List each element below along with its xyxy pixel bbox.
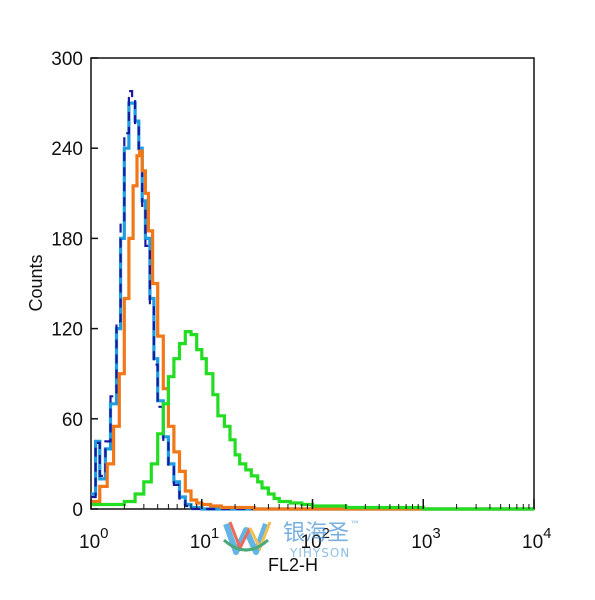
y-tick-label: 240 [51,139,83,160]
y-tick-label: 0 [72,500,83,521]
watermark-en-text: YIHYSON [289,546,350,560]
x-tick-label: 104 [522,525,551,553]
x-tick-label: 101 [190,525,219,553]
series-line-4 [91,330,534,511]
y-tick-label: 300 [51,49,83,70]
watermark-logo-icon [222,521,272,555]
y-tick-label: 180 [51,229,83,250]
watermark-tm: ™ [350,520,360,531]
x-tick-label: 102 [301,525,330,553]
watermark-cn-text: 银海圣 [283,521,349,546]
y-axis-label: Counts [26,254,46,311]
series-layer [91,90,534,511]
y-tick-label: 120 [51,320,83,341]
x-axis-label: FL2-H [268,555,318,575]
axis-layer: 0 60 120 180 240 300 100 101 102 103 104 FL2-H Count… [26,49,551,575]
x-tick-label: 103 [411,525,440,553]
y-tick-label: 60 [62,410,83,431]
x-tick-label: 100 [79,525,108,553]
watermark-logo: 银海圣 ™ YIHYSON [222,520,360,560]
